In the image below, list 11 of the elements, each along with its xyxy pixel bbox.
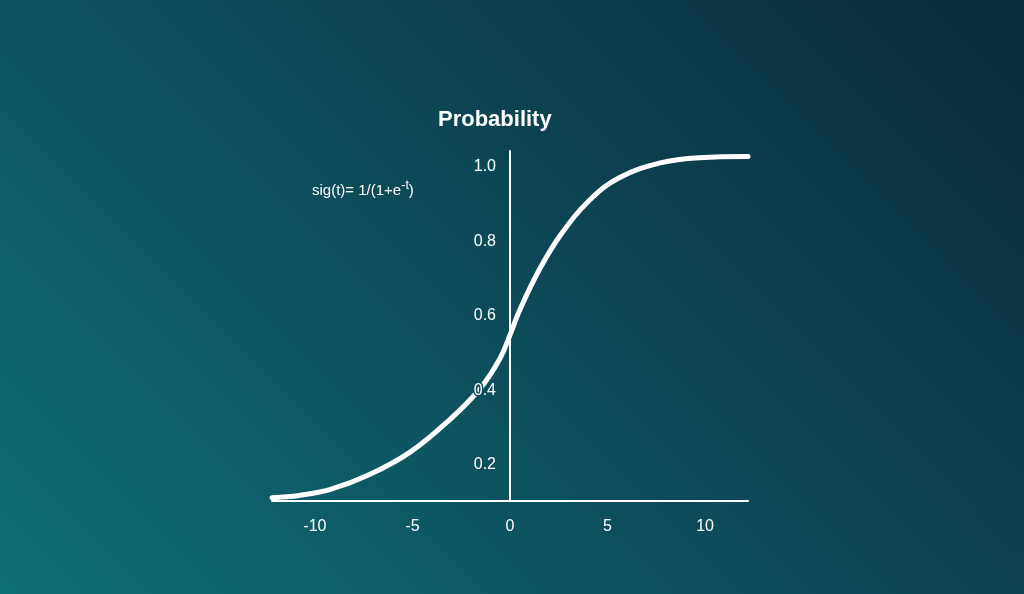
y-tick-label: 0.6 <box>473 306 497 324</box>
y-tick-label: 1.0 <box>473 157 497 175</box>
y-tick-label: 0.8 <box>473 231 497 249</box>
x-tick-label: 10 <box>696 516 715 534</box>
x-tick-label: -5 <box>405 516 420 534</box>
x-tick-label: -10 <box>303 516 327 534</box>
annotation: sig(t)= 1/(1+e$^{-t}$) <box>312 178 414 198</box>
chart-title: Probability <box>438 105 553 131</box>
y-tick-label: 0.2 <box>473 455 497 473</box>
x-tick-label: 0 <box>505 516 515 534</box>
x-tick-label: 5 <box>603 516 613 534</box>
